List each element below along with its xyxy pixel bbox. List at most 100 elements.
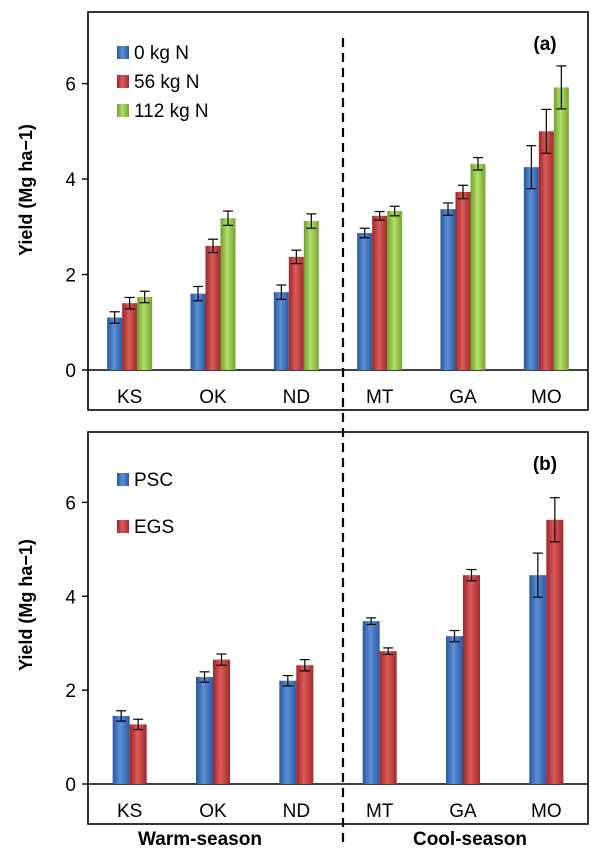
panel-a-bar-112-kg-n-ks [137,296,153,370]
panel-a-legend-swatch [117,75,129,88]
panel-a-error-bar [458,184,468,200]
panel-b-error-bar [216,653,227,666]
panel-a-bar-0-kg-n-mo [523,167,539,370]
panel-a-legend-label: 0 kg N [134,43,189,64]
panel-a-x-tick-labels: KS OK ND MT GA MO [117,387,562,408]
panel-b-error-bar [116,710,127,722]
panel-b-error-bar [199,671,210,683]
panel-a-x-tick-label: OK [199,387,227,408]
panel-a-error-bar [526,145,537,190]
panel-b-bar-egs-nd [296,665,314,784]
panel-a-bar-112-kg-n-mt [387,211,403,370]
panel-a-error-bar [359,227,370,239]
panel-b-error-bar [366,617,377,626]
panel-b-bar-psc-mt [362,621,380,784]
panel-b-legend-label: PSC [134,470,173,491]
panel-a-tag: (a) [533,34,556,55]
panel-b-error-bar [466,568,477,582]
panel-b-x-tick-label: KS [117,801,142,822]
panel-a-bar-112-kg-n-mo [553,87,569,370]
panel-b-error-bar [299,659,310,672]
panel-a-error-bar [208,238,218,254]
panel-a-bar-112-kg-n-ok [220,218,236,370]
panel-b-x-tick-label: OK [199,801,227,822]
panel-a-x-tick-label: ND [283,387,310,408]
panel-b-bar-egs-mo [546,519,564,784]
panel-a-bar-56-kg-n-mo [538,131,554,370]
panel-b-y-tick-label: 2 [65,681,76,702]
panel-b-bar-egs-ks [129,724,147,784]
panel-a-bar-0-kg-n-ga [440,209,456,370]
panel-b-y-axis: 0 2 4 6 [65,493,588,796]
panel-a-frame [87,11,589,411]
panel-a-error-bar [193,285,203,302]
panel-a-error-bar [473,156,483,171]
panel-a-error-bar [374,210,385,221]
panel-a-error-bar [124,296,135,310]
panel-a-error-bar [139,290,150,304]
panel-b-x-tick-label: MT [366,801,394,822]
panel-a-bar-56-kg-n-mt [372,215,388,370]
panel-a-error-bar [276,284,287,300]
panel-a-y-tick-label: 2 [65,266,76,287]
panel-b-error-bar [449,629,460,643]
panel-a-bar-0-kg-n-ok [190,293,206,370]
panel-b-bars [112,497,564,784]
panel-a-bar-56-kg-n-ok [205,245,221,370]
panel-a-bar-0-kg-n-ks [107,317,123,370]
panel-a-x-tick-label: KS [117,387,142,408]
panel-b-x-tick-label: MO [531,801,562,822]
panel-b-bar-psc-ga [446,636,463,784]
panel-a-legend-swatch [117,46,129,59]
panel-b-error-bar [133,718,144,731]
panel-a-error-bar [443,202,453,216]
panel-b-bar-egs-ga [463,575,480,784]
panel-a-bars [107,65,569,370]
panel-a-bar-112-kg-n-ga [470,163,486,370]
panel-b-x-tick-label: GA [449,801,477,822]
panel-a: Yield (Mg ha−1) 0 2 4 6 KS OK ND MT GA MO (a) 0 … [16,11,589,411]
panel-a-bar-0-kg-n-nd [273,292,289,370]
panel-b-error-bar [549,497,560,543]
panel-a-error-bar [223,210,233,226]
panel-a-error-bar [291,249,302,265]
panel-a-x-tick-label: MO [531,387,562,408]
panel-a-legend: 0 kg N 56 kg N 112 kg N [117,43,209,122]
panel-b-error-bar [532,552,543,598]
panel-b-y-tick-label: 0 [65,775,76,796]
panel-b-bar-egs-mt [379,651,397,784]
panel-b-bar-egs-ok [213,659,230,784]
panel-b-legend-swatch [117,473,129,486]
panel-a-bar-0-kg-n-mt [357,233,373,370]
panel-b-y-axis-label: Yield (Mg ha−1) [16,539,36,671]
panel-a-bar-56-kg-n-ks [122,303,138,370]
panel-b-x-tick-label: ND [283,801,310,822]
panel-a-bar-112-kg-n-nd [303,221,319,370]
panel-a-y-axis: 0 2 4 6 [65,75,588,382]
panel-b-y-tick-label: 6 [65,493,76,514]
panel-b-bar-psc-nd [279,680,297,784]
panel-a-x-tick-label: MT [366,387,394,408]
panel-a-error-bar [389,205,400,217]
panel-a-y-tick-label: 0 [65,361,76,382]
panel-a-bar-56-kg-n-nd [288,256,304,370]
panel-b-bar-psc-ok [196,676,213,784]
panel-a-error-bar [109,311,120,324]
panel-a-x-tick-label: GA [449,387,477,408]
panel-b-error-bar [282,674,293,687]
panel-b-y-tick-label: 4 [65,587,76,608]
panel-b-bar-psc-ks [112,715,130,784]
panel-b-bar-psc-mo [529,575,547,784]
panel-b-legend-label: EGS [134,517,174,538]
warm-season-label: Warm-season [138,829,262,850]
panel-a-bar-56-kg-n-ga [455,191,471,370]
cool-season-label: Cool-season [413,829,527,850]
panel-b-x-tick-labels: KS OK ND MT GA MO [117,801,562,822]
panel-a-error-bar [306,213,317,229]
panel-b-legend-swatch [117,520,129,533]
panel-b-error-bar [383,647,394,656]
panel-a-legend-label: 112 kg N [134,101,209,122]
panel-a-legend-label: 56 kg N [134,72,199,93]
panel-a-error-bar [556,65,567,110]
